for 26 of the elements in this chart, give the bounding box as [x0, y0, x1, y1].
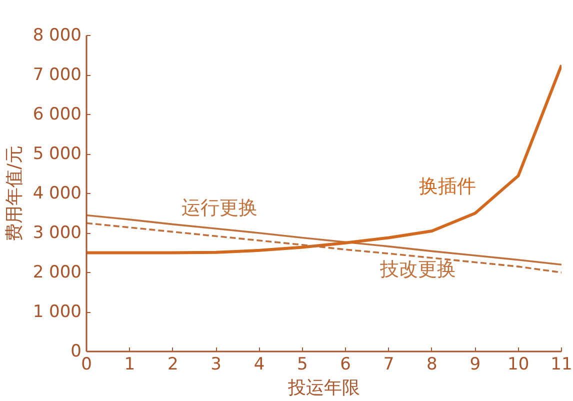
x-tick-label: 1	[124, 354, 136, 374]
x-tick-label: 4	[254, 354, 265, 374]
y-axis-title: 费用年值/元	[4, 145, 25, 242]
y-tick-label: 7 000	[32, 65, 82, 85]
y-tick-label: 3 000	[32, 223, 82, 243]
x-tick-label: 9	[470, 354, 481, 374]
y-tick-label: 6 000	[32, 104, 82, 124]
x-tick-label: 10	[508, 354, 530, 374]
x-tick-label: 5	[297, 354, 308, 374]
line-series	[86, 64, 562, 254]
y-tick-label: 1 000	[32, 302, 82, 322]
x-tick-label: 11	[550, 354, 572, 374]
y-tick-label: 2 000	[32, 262, 82, 282]
y-tick-label: 0	[70, 342, 82, 362]
y-tick-label: 5 000	[32, 144, 82, 164]
x-axis-title: 投运年限	[287, 378, 360, 398]
x-tick-label: 6	[340, 354, 352, 374]
x-tick-label: 7	[383, 354, 394, 374]
series-label: 换插件	[419, 175, 476, 198]
y-tick-label: 8 000	[32, 26, 82, 46]
series-label: 运行更换	[182, 197, 258, 220]
x-tick-label: 8	[426, 354, 438, 374]
y-tick-label: 4 000	[32, 184, 82, 204]
x-tick-label: 3	[210, 354, 222, 374]
series-label: 技改更换	[379, 258, 456, 280]
x-tick-label: 2	[167, 354, 178, 374]
